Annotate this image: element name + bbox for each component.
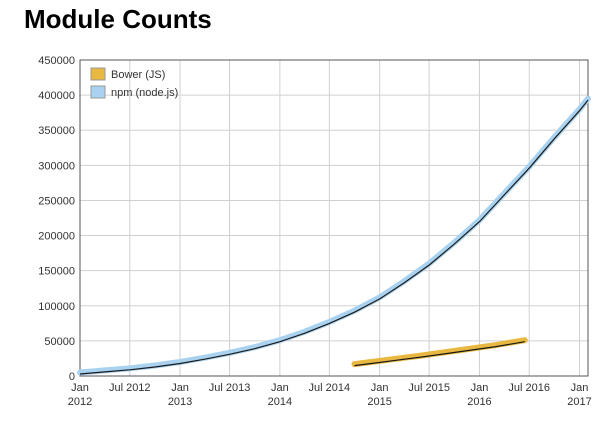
x-tick-label: Jan bbox=[171, 382, 189, 394]
x-tick-label: Jul 2016 bbox=[508, 382, 550, 394]
series-shadow-npm-node-js bbox=[79, 99, 589, 375]
x-tick-label: Jul 2014 bbox=[309, 382, 351, 394]
x-tick-year-label: 2015 bbox=[367, 396, 391, 408]
x-axis: Jan 2012 Jul 2012 Jan 2013 Jul 2013 Jan 2014 Jul… bbox=[68, 382, 592, 408]
y-tick-label: 300000 bbox=[38, 160, 75, 172]
x-tick-label: Jan bbox=[271, 382, 289, 394]
y-tick-label: 450000 bbox=[38, 55, 75, 67]
y-tick-label: 100000 bbox=[38, 301, 75, 313]
series-lines bbox=[77, 95, 591, 376]
legend-swatch-bower-js bbox=[90, 67, 106, 81]
plot-frame bbox=[79, 59, 589, 377]
y-tick-label: 50000 bbox=[44, 336, 75, 348]
x-tick-label: Jul 2015 bbox=[408, 382, 450, 394]
grid-lines bbox=[79, 59, 588, 377]
y-tick-label: 250000 bbox=[38, 195, 75, 207]
y-tick-label: 400000 bbox=[38, 90, 75, 102]
y-tick-label: 200000 bbox=[38, 231, 75, 243]
page-title: Module Counts bbox=[24, 4, 212, 34]
legend-label-npm-node-js: npm (node.js) bbox=[111, 87, 178, 99]
x-tick-year-label: 2017 bbox=[567, 396, 591, 408]
x-tick-label: Jul 2012 bbox=[109, 382, 151, 394]
x-tick-label: Jan bbox=[471, 382, 489, 394]
x-tick-label: Jul 2013 bbox=[209, 382, 251, 394]
y-tick-label: 150000 bbox=[38, 266, 75, 278]
legend: Bower (JS) npm (node.js) bbox=[90, 67, 178, 99]
legend-swatch-npm-node-js bbox=[90, 85, 106, 99]
x-tick-label: Jan bbox=[571, 382, 589, 394]
y-tick-label: 350000 bbox=[38, 125, 75, 137]
x-tick-year-label: 2016 bbox=[467, 396, 491, 408]
x-tick-year-label: 2014 bbox=[268, 396, 292, 408]
x-tick-year-label: 2012 bbox=[68, 396, 92, 408]
y-tick-label: 0 bbox=[69, 371, 75, 383]
series-line-npm-node-js bbox=[77, 95, 591, 376]
series-line-bower-js bbox=[351, 337, 528, 368]
x-tick-year-label: 2013 bbox=[168, 396, 192, 408]
x-tick-label: Jan bbox=[71, 382, 89, 394]
legend-label-bower-js: Bower (JS) bbox=[111, 69, 165, 81]
x-tick-label: Jan bbox=[371, 382, 389, 394]
series-shadow-bower-js bbox=[354, 341, 525, 367]
y-axis: 0 50000 100000 150000 200000 250000 300000 3500… bbox=[38, 55, 75, 383]
